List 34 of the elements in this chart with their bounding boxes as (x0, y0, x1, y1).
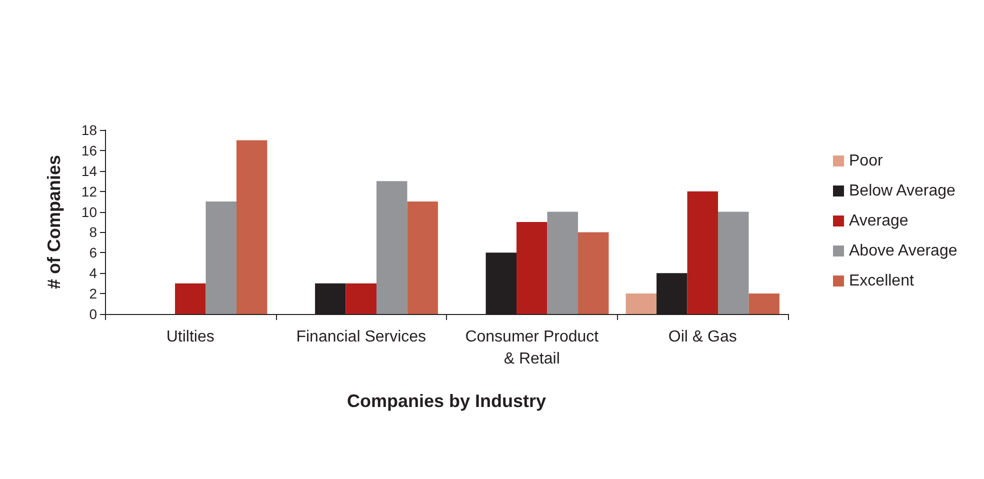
bar (175, 283, 206, 314)
bar (687, 191, 718, 314)
bar (376, 181, 408, 314)
bar (346, 283, 376, 314)
bar (626, 294, 657, 314)
legend-label: Below Average (849, 182, 956, 200)
y-tick-label: 8 (89, 224, 98, 240)
bar (516, 222, 548, 314)
y-tick-label: 6 (89, 244, 98, 261)
x-tick-label: Consumer Product & Retail (465, 328, 600, 368)
bar (236, 140, 268, 314)
bar (718, 212, 749, 314)
y-tick-label: 0 (89, 306, 98, 322)
bar (748, 294, 780, 314)
y-tick-label: 16 (81, 142, 98, 158)
y-tick-label: 14 (81, 162, 98, 179)
y-tick-label: 2 (89, 286, 98, 302)
legend-label: Average (849, 212, 908, 230)
bar (407, 202, 438, 314)
y-axis-title: # of Companies (44, 154, 64, 290)
bar (547, 212, 578, 314)
bar (206, 202, 236, 314)
x-axis-title: Companies by Industry (346, 391, 546, 411)
y-tick-label: 10 (81, 204, 98, 220)
legend-label: Above Average (849, 242, 958, 260)
legend-label: Poor (849, 152, 884, 170)
bar (578, 232, 609, 314)
legend-label: Excellent (849, 272, 914, 290)
y-tick-label: 18 (81, 122, 98, 138)
x-tick-label: Utilties (166, 328, 214, 346)
y-tick-label: 12 (81, 183, 98, 200)
x-tick-label: Oil & Gas (668, 328, 737, 346)
y-tick-label: 4 (89, 265, 98, 282)
x-tick-label: Financial Services (296, 328, 426, 346)
